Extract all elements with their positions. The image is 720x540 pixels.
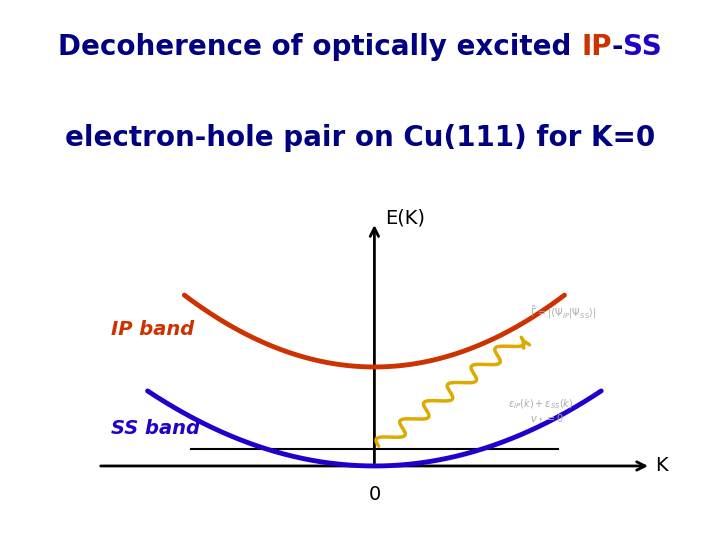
Text: Decoherence of optically excited: Decoherence of optically excited [58,33,581,62]
Text: IP band: IP band [111,320,194,339]
Text: IP: IP [581,33,611,62]
Text: SS band: SS band [111,420,200,438]
Text: electron-hole pair on Cu(111) for K=0: electron-hole pair on Cu(111) for K=0 [65,124,655,152]
Text: $\tilde{\Gamma}=|\langle\Psi_{IP}|\Psi_{SS}\rangle|$: $\tilde{\Gamma}=|\langle\Psi_{IP}|\Psi_{… [530,304,596,321]
Text: $\varepsilon_{IP}(k)+\varepsilon_{SS}(k)$: $\varepsilon_{IP}(k)+\varepsilon_{SS}(k)… [508,397,574,411]
Text: $v_{\uparrow}=0$: $v_{\uparrow}=0$ [530,412,564,426]
Text: -: - [611,33,623,62]
Text: E(K): E(K) [385,209,426,228]
Text: K: K [655,456,668,476]
Text: 0: 0 [368,484,381,503]
Text: SS: SS [623,33,662,62]
